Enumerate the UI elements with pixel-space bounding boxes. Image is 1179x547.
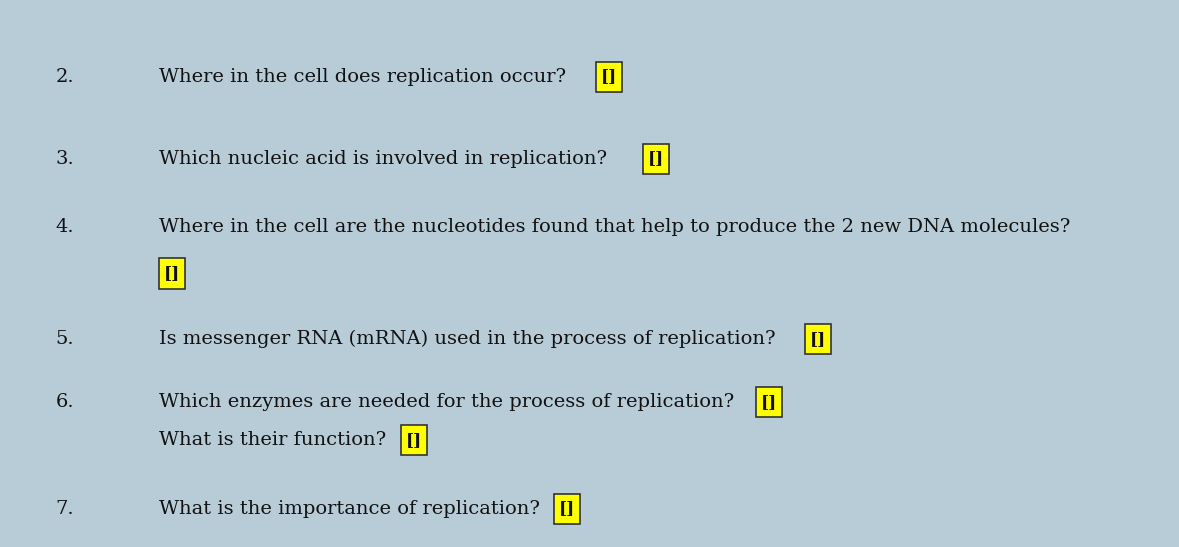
Text: []: [] bbox=[647, 150, 664, 167]
Text: []: [] bbox=[600, 68, 617, 85]
Text: 2.: 2. bbox=[55, 68, 74, 85]
Text: Where in the cell are the nucleotides found that help to produce the 2 new DNA m: Where in the cell are the nucleotides fo… bbox=[159, 218, 1071, 236]
Text: Where in the cell does replication occur?: Where in the cell does replication occur… bbox=[159, 68, 566, 85]
Text: 3.: 3. bbox=[55, 150, 74, 167]
Text: []: [] bbox=[164, 265, 180, 282]
Text: 7.: 7. bbox=[55, 500, 74, 517]
Text: []: [] bbox=[559, 500, 575, 517]
Text: Which enzymes are needed for the process of replication?: Which enzymes are needed for the process… bbox=[159, 393, 735, 411]
Text: 5.: 5. bbox=[55, 330, 74, 348]
Text: []: [] bbox=[760, 393, 777, 411]
Text: []: [] bbox=[406, 432, 422, 449]
Text: []: [] bbox=[810, 330, 826, 348]
Text: 6.: 6. bbox=[55, 393, 74, 411]
Text: What is the importance of replication?: What is the importance of replication? bbox=[159, 500, 540, 517]
Text: 4.: 4. bbox=[55, 218, 74, 236]
Text: Which nucleic acid is involved in replication?: Which nucleic acid is involved in replic… bbox=[159, 150, 607, 167]
Text: What is their function?: What is their function? bbox=[159, 432, 387, 449]
Text: Is messenger RNA (mRNA) used in the process of replication?: Is messenger RNA (mRNA) used in the proc… bbox=[159, 330, 776, 348]
